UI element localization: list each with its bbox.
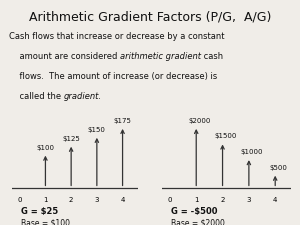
- Text: arithmetic gradient: arithmetic gradient: [120, 52, 201, 61]
- Text: $100: $100: [36, 144, 54, 151]
- Text: gradient.: gradient.: [64, 92, 102, 101]
- Text: $1000: $1000: [241, 149, 263, 155]
- Text: G = $25: G = $25: [21, 207, 58, 216]
- Text: G = -$500: G = -$500: [171, 207, 217, 216]
- Text: P/G,  A/G: P/G, A/G: [0, 224, 1, 225]
- Text: called the: called the: [9, 92, 64, 101]
- Text: ): ): [0, 224, 1, 225]
- Text: flows.  The amount of increase (or decrease) is: flows. The amount of increase (or decrea…: [9, 72, 217, 81]
- Text: Base = $2000: Base = $2000: [171, 218, 225, 225]
- Text: Arithmetic Gradient Factors (​P/G,  A/G​): Arithmetic Gradient Factors (​P/G, A/G​): [29, 10, 271, 23]
- Text: $1500: $1500: [214, 133, 237, 139]
- Text: $125: $125: [62, 136, 80, 142]
- Text: Base = $100: Base = $100: [21, 218, 70, 225]
- Text: $175: $175: [114, 118, 131, 124]
- Text: Arithmetic Gradient Factors (: Arithmetic Gradient Factors (: [0, 224, 1, 225]
- Text: Cash flows that increase or decrease by a constant: Cash flows that increase or decrease by …: [9, 32, 224, 41]
- Text: $500: $500: [269, 164, 287, 171]
- Text: amount are considered: amount are considered: [9, 52, 120, 61]
- Text: $2000: $2000: [188, 118, 211, 124]
- Text: cash: cash: [201, 52, 223, 61]
- Text: $150: $150: [88, 127, 106, 133]
